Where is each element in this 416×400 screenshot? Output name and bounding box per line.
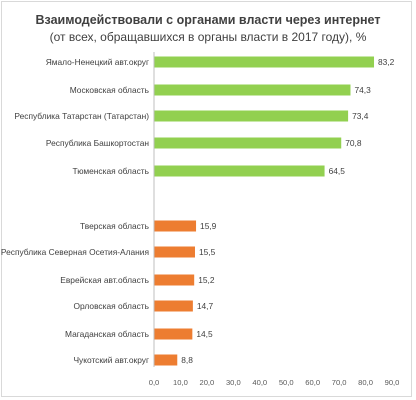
x-tick-label: 70,0: [332, 378, 347, 387]
category-label: Магаданская область: [65, 329, 150, 339]
data-label: 73,4: [352, 111, 369, 121]
data-label: 74,3: [354, 85, 371, 95]
category-label: Еврейская авт.область: [60, 275, 149, 285]
category-label: Республика Башкортостан: [46, 138, 149, 148]
x-tick-label: 30,0: [226, 378, 241, 387]
category-label: Московская область: [70, 85, 150, 95]
bar: [154, 300, 193, 312]
data-label: 64,5: [329, 166, 346, 176]
data-label: 14,5: [196, 329, 213, 339]
bar: [154, 246, 195, 258]
category-label: Тверская область: [80, 221, 150, 231]
x-tick-label: 0,0: [149, 378, 160, 387]
bar: [154, 165, 325, 177]
x-tick-label: 90,0: [385, 378, 400, 387]
bar: [154, 354, 178, 366]
bar: [154, 56, 375, 68]
bar: [154, 84, 351, 96]
data-label: 15,5: [199, 247, 216, 257]
x-tick-label: 40,0: [252, 378, 267, 387]
bar: [154, 110, 349, 122]
x-tick-label: 60,0: [305, 378, 320, 387]
data-label: 70,8: [345, 138, 362, 148]
bar: [154, 220, 197, 232]
x-tick-label: 20,0: [199, 378, 214, 387]
data-label: 8,8: [181, 355, 193, 365]
category-label: Чукотский авт.округ: [73, 355, 149, 365]
chart-subtitle: (от всех, обращавшихся в органы власти в…: [49, 30, 367, 44]
category-label: Орловская область: [74, 301, 150, 311]
category-label: Республика Татарстан (Татарстан): [14, 111, 149, 121]
data-label: 15,2: [198, 275, 215, 285]
category-label: Тюменская область: [72, 166, 149, 176]
data-label: 83,2: [378, 57, 395, 67]
bar: [154, 274, 195, 286]
x-tick-label: 10,0: [173, 378, 188, 387]
bar: [154, 137, 342, 149]
x-tick-label: 50,0: [279, 378, 294, 387]
data-label: 15,9: [200, 221, 217, 231]
chart-title: Взаимодействовали с органами власти чере…: [35, 13, 381, 27]
category-label: Республика Северная Осетия-Алания: [1, 247, 149, 257]
category-label: Ямало-Ненецкий авт.округ: [46, 57, 149, 67]
data-label: 14,7: [197, 301, 214, 311]
bar: [154, 328, 193, 340]
x-tick-label: 80,0: [358, 378, 373, 387]
